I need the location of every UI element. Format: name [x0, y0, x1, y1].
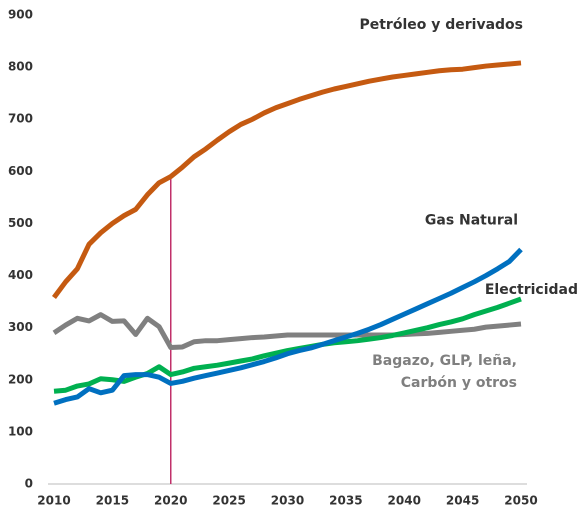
series-label-box: Bagazo, GLP, leña, Carbón y otros: [372, 353, 517, 391]
series-label: Gas Natural: [425, 213, 518, 229]
y-tick-label: 500: [8, 216, 33, 230]
x-tick-label: 2030: [271, 494, 304, 508]
x-tick-label: 2010: [37, 494, 70, 508]
series-label: Petróleo y derivados: [359, 17, 523, 33]
y-tick-label: 700: [8, 112, 33, 126]
y-tick-label: 800: [8, 60, 33, 74]
series-line: [53, 247, 523, 406]
x-tick-label: 2025: [212, 494, 245, 508]
y-tick-label: 900: [8, 8, 33, 22]
x-tick-label: 2050: [504, 494, 537, 508]
series-label: Bagazo, GLP, leña, Carbón y otros: [372, 353, 517, 391]
series-line: [52, 312, 522, 350]
series-line: [51, 60, 522, 299]
x-tick-label: 2040: [388, 494, 421, 508]
y-tick-label: 400: [8, 268, 33, 282]
x-tick-label: 2015: [96, 494, 129, 508]
y-tick-label: 0: [25, 477, 33, 491]
series-label: Electricidad: [485, 282, 578, 298]
series-line: [53, 296, 522, 394]
y-tick-label: 300: [8, 320, 33, 334]
x-tick-label: 2035: [329, 494, 362, 508]
x-tick-label: 2045: [446, 494, 479, 508]
y-tick-label: 600: [8, 164, 33, 178]
y-tick-label: 200: [8, 372, 33, 386]
x-tick-label: 2020: [154, 494, 187, 508]
y-tick-label: 100: [8, 424, 33, 438]
